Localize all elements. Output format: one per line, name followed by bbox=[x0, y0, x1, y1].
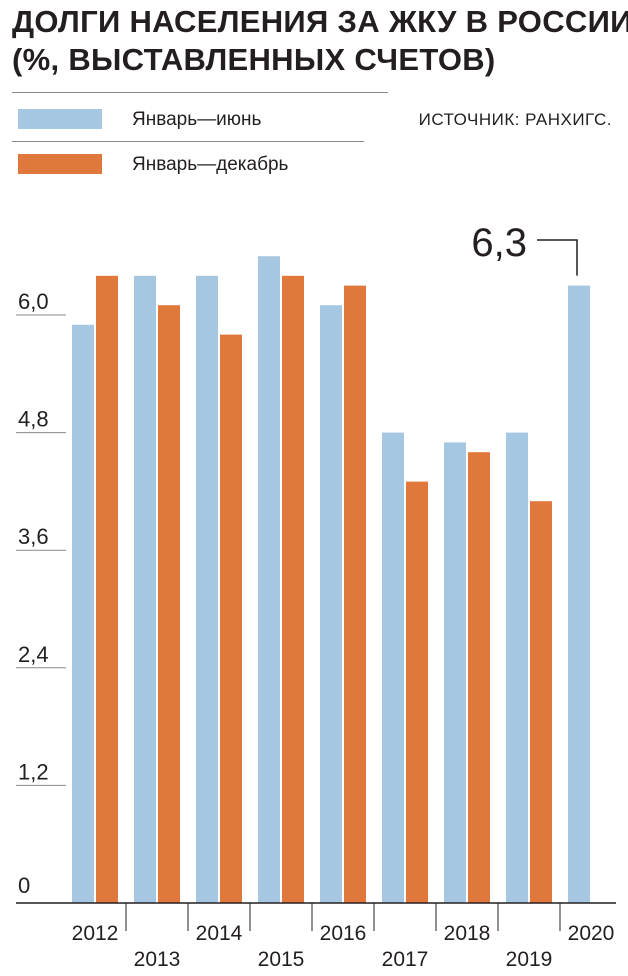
annotation-leader-line bbox=[537, 239, 578, 276]
legend-label-jan-dec: Январь—декабрь bbox=[132, 154, 289, 175]
annotation: 6,3 bbox=[471, 221, 578, 276]
x-tick-label-2013: 2013 bbox=[134, 948, 181, 971]
x-tick-label-2017: 2017 bbox=[382, 948, 429, 971]
bar-2013-s0 bbox=[134, 275, 156, 903]
bar-2016-s1 bbox=[344, 285, 366, 904]
chart-title-line-2: (%, ВЫСТАВЛЕННЫХ СЧЕТОВ) bbox=[12, 42, 496, 77]
bar-2020-s0 bbox=[568, 285, 590, 904]
x-tick-label-2020: 2020 bbox=[568, 922, 615, 945]
annotation-value: 6,3 bbox=[471, 221, 527, 265]
y-tick-label: 4,8 bbox=[18, 407, 49, 432]
x-axis bbox=[16, 902, 616, 931]
bar-2015-s1 bbox=[282, 275, 304, 903]
y-tick-label: 0 bbox=[18, 873, 30, 898]
bar-2012-s1 bbox=[96, 275, 118, 903]
y-tick-label: 1,2 bbox=[18, 759, 49, 784]
tick-labels: 0 1,2 2,4 3,6 4,8 6,0 2012 2013 2014 2015 2016 2017… bbox=[18, 289, 614, 971]
x-tick-label-2016: 2016 bbox=[320, 922, 367, 945]
bar-2016-s0 bbox=[320, 305, 342, 903]
bar-2015-s0 bbox=[258, 256, 280, 903]
source-note: ИСТОЧНИК: РАНХИГС. bbox=[418, 110, 612, 129]
bar-2013-s1 bbox=[158, 305, 180, 903]
y-tick-label: 2,4 bbox=[18, 642, 49, 667]
x-tick-label-2019: 2019 bbox=[506, 948, 553, 971]
x-tick-label-2012: 2012 bbox=[72, 922, 119, 945]
bars bbox=[72, 256, 590, 904]
gridlines bbox=[16, 314, 66, 786]
chart-title-line-1: ДОЛГИ НАСЕЛЕНИЯ ЗА ЖКУ В РОССИИ bbox=[12, 4, 628, 39]
bar-2018-s1 bbox=[468, 452, 490, 903]
bar-2017-s0 bbox=[382, 432, 404, 903]
x-tick-label-2014: 2014 bbox=[196, 922, 243, 945]
legend-swatch-jan-dec bbox=[18, 154, 102, 174]
x-tick-label-2015: 2015 bbox=[258, 948, 305, 971]
bar-2018-s0 bbox=[444, 442, 466, 903]
legend-divider bbox=[12, 141, 364, 142]
bar-2012-s0 bbox=[72, 324, 94, 903]
bar-2019-s0 bbox=[506, 432, 528, 903]
y-tick-label: 3,6 bbox=[18, 524, 49, 549]
bar-2019-s1 bbox=[530, 501, 552, 903]
legend-label-jan-jun: Январь—июнь bbox=[132, 109, 262, 130]
legend-swatch-jan-jun bbox=[18, 109, 102, 129]
bar-2014-s0 bbox=[196, 275, 218, 903]
bar-2014-s1 bbox=[220, 334, 242, 904]
x-tick-label-2018: 2018 bbox=[444, 922, 491, 945]
bar-2017-s1 bbox=[406, 481, 428, 903]
y-tick-label: 6,0 bbox=[18, 289, 49, 314]
legend-top-rule bbox=[12, 92, 388, 93]
